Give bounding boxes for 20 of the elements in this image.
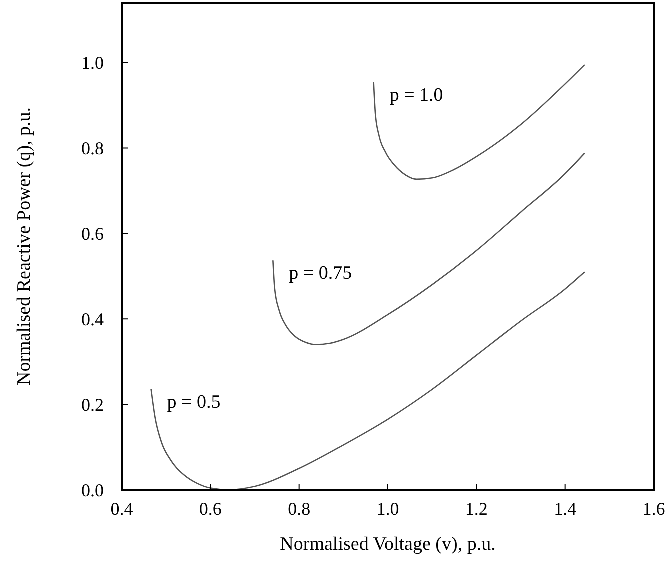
y-tick-label: 0.2 xyxy=(82,394,104,415)
x-tick-label: 0.6 xyxy=(199,499,222,519)
line-series xyxy=(373,64,586,180)
line-series xyxy=(272,152,586,346)
y-tick-label: 0.4 xyxy=(82,309,104,330)
y-tick-label: 0.0 xyxy=(82,480,104,500)
y-tick-label: 1.0 xyxy=(82,53,104,74)
series-label: p = 1.0 xyxy=(390,85,444,106)
series-label: p = 0.5 xyxy=(167,392,221,413)
x-tick-label: 0.8 xyxy=(288,499,311,519)
series-label: p = 0.75 xyxy=(289,263,352,284)
x-tick-label: 0.4 xyxy=(110,499,134,519)
x-axis-title: Normalised Voltage (v), p.u. xyxy=(280,534,496,555)
y-axis-title: Normalised Reactive Power (q), p.u. xyxy=(14,107,35,386)
x-tick-label: 1.0 xyxy=(376,499,400,519)
x-tick-label: 1.6 xyxy=(642,499,666,519)
x-tick-label: 1.4 xyxy=(554,499,577,519)
y-tick-label: 0.6 xyxy=(82,224,104,244)
y-tick-label: 0.8 xyxy=(82,138,104,159)
x-tick-label: 1.2 xyxy=(465,499,488,519)
